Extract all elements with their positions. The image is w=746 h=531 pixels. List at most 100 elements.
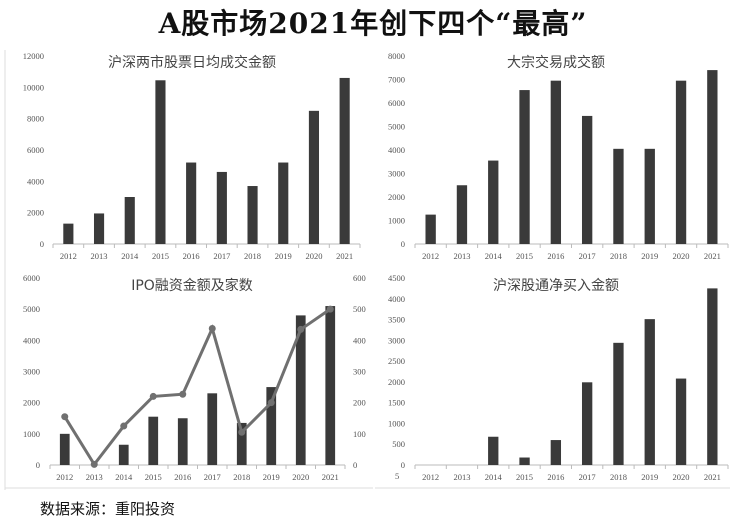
y-tick-label: 1000 — [388, 418, 405, 428]
x-tick-label: 2013 — [86, 472, 103, 482]
bar-2012 — [59, 433, 70, 465]
bar-2012 — [63, 223, 74, 244]
bar-2018 — [613, 148, 624, 244]
y-tick-label: 2500 — [388, 356, 405, 366]
bar-2013 — [456, 185, 468, 244]
bar-2021 — [707, 288, 718, 465]
x-tick-label: 2013 — [453, 251, 470, 261]
x-tick-label: 2019 — [641, 472, 658, 482]
bar-2017 — [581, 115, 593, 244]
chart-title: IPO融资金额及家数 — [131, 277, 253, 294]
y2-tick-label: 600 — [353, 273, 366, 283]
x-tick-label: 2017 — [204, 472, 221, 482]
y-tick-label: 2000 — [23, 398, 40, 408]
bar-2014 — [488, 160, 499, 244]
x-tick-label: 2018 — [610, 251, 627, 261]
x-tick-label: 2016 — [174, 472, 191, 482]
y-tick-label: 10000 — [23, 82, 44, 92]
x-tick-label: 2012 — [56, 472, 73, 482]
y2-tick-label: 0 — [353, 460, 357, 470]
y-tick-label: 3000 — [388, 335, 405, 345]
y-tick-label: 4000 — [388, 294, 405, 304]
axis-stray-label: 5 — [395, 471, 399, 481]
y-tick-label: 1000 — [23, 429, 40, 439]
line-point-2014 — [120, 422, 128, 430]
y-tick-label: 3500 — [388, 315, 405, 325]
bar-2016 — [186, 162, 197, 244]
x-tick-label: 2012 — [422, 472, 439, 482]
y-tick-label: 2000 — [27, 208, 44, 218]
y-tick-label: 6000 — [23, 273, 40, 283]
page-title: A股市场2021年创下四个“最高” — [158, 7, 588, 40]
y-tick-label: 500 — [392, 439, 405, 449]
y-tick-label: 12000 — [23, 51, 44, 61]
bar-2015 — [519, 90, 530, 244]
y2-tick-label: 500 — [353, 304, 366, 314]
x-tick-label: 2015 — [516, 472, 533, 482]
bar-2018 — [613, 342, 624, 465]
y-tick-label: 7000 — [388, 75, 405, 85]
y-tick-label: 2000 — [388, 192, 405, 202]
x-tick-label: 2019 — [263, 472, 280, 482]
y-tick-label: 6000 — [388, 98, 405, 108]
bar-2015 — [155, 80, 166, 245]
bar-2014 — [124, 197, 135, 244]
chart-2: 大宗交易成交额 0 1000 2000 3000 4000 5000 6000 7000 8000… — [388, 51, 729, 261]
chart-title: 大宗交易成交额 — [507, 54, 605, 71]
bar-2018 — [247, 186, 258, 244]
y-tick-label: 0 — [40, 239, 44, 249]
x-tick-label: 2013 — [453, 472, 470, 482]
line-point-2019 — [267, 399, 275, 407]
line-point-2017 — [208, 324, 216, 332]
bar-2021 — [707, 70, 718, 244]
bar-2020 — [675, 80, 687, 244]
y-tick-label: 1000 — [388, 216, 405, 226]
y-tick-label: 6000 — [27, 145, 44, 155]
line-point-2012 — [61, 413, 69, 421]
line-point-2021 — [326, 305, 334, 313]
x-tick-label: 2021 — [704, 251, 721, 261]
x-tick-label: 2021 — [336, 251, 353, 261]
x-tick-label: 2014 — [485, 472, 503, 482]
y-tick-label: 4500 — [388, 273, 405, 283]
bar-2017 — [581, 382, 593, 465]
bar-2019 — [644, 148, 655, 244]
bar-2021 — [339, 77, 350, 244]
x-tick-label: 2015 — [516, 251, 533, 261]
x-tick-label: 2013 — [91, 251, 108, 261]
x-tick-label: 2014 — [485, 251, 503, 261]
x-tick-label: 2012 — [60, 251, 77, 261]
bar-2020 — [295, 315, 306, 465]
x-tick-label: 2015 — [152, 251, 169, 261]
x-tick-label: 2019 — [641, 251, 658, 261]
x-tick-label: 2018 — [233, 472, 250, 482]
bar-2014 — [488, 436, 499, 465]
x-tick-label: 2016 — [183, 251, 200, 261]
line-point-2020 — [297, 325, 305, 333]
y-tick-label: 8000 — [388, 51, 405, 61]
y-tick-label: 0 — [401, 239, 405, 249]
bar-2016 — [550, 80, 562, 244]
bar-2017 — [207, 393, 218, 465]
bar-2012 — [425, 214, 436, 244]
x-tick-label: 2018 — [244, 251, 261, 261]
y-tick-label: 8000 — [27, 114, 44, 124]
x-tick-label: 2020 — [673, 472, 690, 482]
line-series-ipo-count — [63, 307, 332, 468]
x-tick-label: 2021 — [322, 472, 339, 482]
bar-2016 — [177, 418, 188, 465]
y2-tick-label: 300 — [353, 367, 366, 377]
bar-2019 — [278, 162, 289, 244]
y-tick-label: 3000 — [388, 169, 405, 179]
x-tick-label: 2015 — [145, 472, 162, 482]
bar-2014 — [118, 444, 129, 465]
source-note: 数据来源：重阳投资 — [40, 500, 176, 518]
y-tick-label: 4000 — [27, 176, 44, 186]
bar-2020 — [308, 110, 320, 244]
x-tick-label: 2017 — [579, 472, 596, 482]
bar-2020 — [675, 378, 687, 465]
line-point-2018 — [238, 428, 246, 436]
x-tick-label: 2021 — [704, 472, 721, 482]
y2-tick-label: 100 — [353, 429, 366, 439]
